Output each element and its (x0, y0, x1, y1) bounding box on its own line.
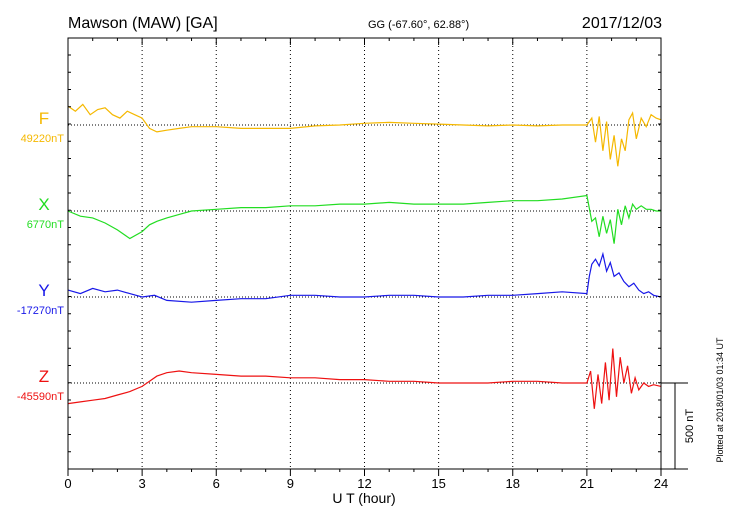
series-name-y: Y (38, 281, 49, 300)
series-line-z (67, 348, 662, 409)
series-baseline-value-y: -17270nT (17, 305, 64, 317)
vertical-gridlines (141, 38, 588, 469)
series-baseline-value-f: 49220nT (21, 133, 65, 145)
x-tick-label: 9 (287, 476, 294, 491)
date-label: 2017/12/03 (582, 15, 662, 32)
series-line-x (67, 194, 661, 244)
x-tick-label: 18 (506, 476, 520, 491)
series-name-x: X (38, 195, 49, 214)
series-line-y (67, 251, 662, 303)
coordinates-label: GG (-67.60°, 62.88°) (368, 19, 469, 31)
x-tick-label: 24 (654, 476, 668, 491)
series-name-z: Z (39, 367, 49, 386)
data-series (67, 103, 662, 409)
x-tick-label: 12 (357, 476, 371, 491)
plotted-at-note: Plotted at 2018/01/03 01:34 UT (715, 337, 725, 463)
station-title: Mawson (MAW) [GA] (68, 15, 218, 32)
series-line-f (67, 103, 662, 167)
series-baseline-value-x: 6770nT (27, 219, 65, 231)
series-name-f: F (39, 109, 49, 128)
x-tick-label: 6 (213, 476, 220, 491)
x-tick-label: 0 (64, 476, 71, 491)
scale-bar: 500 nT (661, 382, 696, 470)
x-tick-label: 15 (431, 476, 445, 491)
series-labels: F 49220nT X 6770nT Y -17270nT Z -45590nT (17, 109, 64, 403)
x-tick-label: 21 (580, 476, 594, 491)
x-axis-label: U T (hour) (332, 490, 395, 506)
series-baseline-value-z: -45590nT (17, 391, 64, 403)
scale-bar-label: 500 nT (684, 409, 696, 444)
axis-ticks: 0 3 6 9 12 15 18 21 24 (64, 38, 668, 491)
x-tick-label: 3 (139, 476, 146, 491)
